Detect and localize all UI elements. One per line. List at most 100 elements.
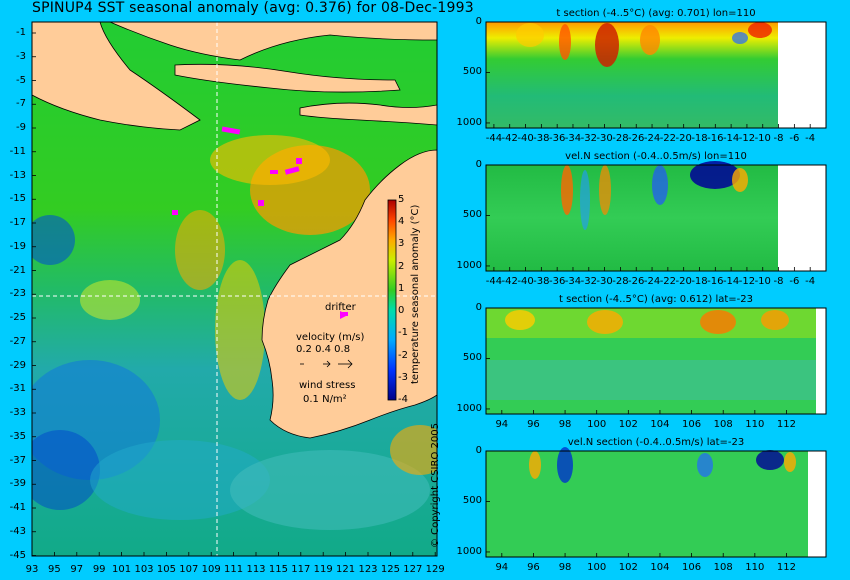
sumatra-land — [32, 22, 201, 131]
depth-tick-label: 1000 — [456, 116, 482, 128]
section-x-tick-label: -34 — [564, 133, 582, 144]
section-x-tick-label: 102 — [618, 562, 638, 573]
depth-tick-label: 500 — [462, 352, 482, 364]
section-x-tick-label: -28 — [612, 133, 629, 144]
drifter-legend-label: drifter — [325, 302, 356, 313]
depth-tick-label: 0 — [475, 16, 482, 27]
lon-tick-label: 125 — [380, 564, 400, 575]
depth-tick-label: 500 — [462, 66, 482, 78]
depth-tick-label: 0 — [475, 302, 482, 313]
lat-tick-label: -11 — [9, 145, 26, 157]
wind-legend-value: 0.1 N/m² — [303, 394, 347, 405]
section-x-tick-label: -6 — [789, 276, 800, 287]
lat-tick-label: -19 — [9, 240, 26, 252]
lon-tick-label: 129 — [425, 564, 445, 575]
lon-tick-label: 93 — [25, 564, 39, 575]
lon-tick-label: 107 — [179, 564, 199, 575]
section-x-tick-label: -6 — [789, 133, 800, 144]
lon-tick-label: 95 — [48, 564, 61, 575]
section-x-tick-label: -14 — [722, 276, 740, 287]
section-x-tick-label: 104 — [650, 419, 670, 430]
colorbar-tick-label: 1 — [398, 282, 405, 294]
section-x-tick-label: -8 — [773, 276, 784, 287]
section-x-tick-label: -44 — [485, 133, 503, 144]
lon-tick-label: 105 — [156, 564, 176, 575]
depth-tick-label: 1000 — [456, 402, 482, 414]
lat-tick-label: -43 — [9, 525, 26, 537]
lon-tick-label: 101 — [112, 564, 132, 575]
java-land — [174, 63, 401, 93]
lat-tick-label: -23 — [9, 288, 26, 300]
section-x-tick-label: 108 — [713, 419, 733, 430]
colorbar-tick-label: -1 — [398, 327, 408, 339]
section-x-tick-label: -18 — [691, 133, 708, 144]
section-title: vel.N section (-0.4..0.5m/s) lon=110 — [565, 151, 747, 162]
section-x-tick-label: -10 — [754, 276, 771, 287]
lon-tick-label: 119 — [313, 564, 333, 575]
section-x-tick-label: -12 — [738, 133, 756, 144]
section-x-tick-label: -32 — [580, 276, 597, 287]
lat-tick-label: -27 — [9, 335, 26, 347]
colorbar-tick-label: 2 — [398, 260, 405, 272]
section-x-tick-label: -20 — [675, 133, 692, 144]
section-x-tick-label: 98 — [558, 562, 572, 573]
section-x-tick-label: 94 — [495, 419, 509, 430]
copyright-notice: © Copyright CSIRO 2005 — [430, 423, 441, 548]
velocity-legend-values: 0.2 0.4 0.8 — [296, 344, 351, 355]
section-x-tick-label: 106 — [682, 419, 702, 430]
section-x-tick-label: -40 — [517, 133, 534, 144]
lat-tick-label: -29 — [9, 359, 26, 371]
lat-tick-label: -7 — [16, 98, 26, 110]
section-x-tick-label: -20 — [675, 276, 692, 287]
section-x-tick-label: -28 — [612, 276, 629, 287]
section-x-tick-label: 94 — [495, 562, 509, 573]
lat-tick-label: -45 — [9, 549, 26, 561]
section-x-tick-label: -26 — [628, 276, 645, 287]
section-title: vel.N section (-0.4..0.5m/s) lat=-23 — [567, 437, 745, 448]
section-x-tick-label: -4 — [805, 276, 816, 287]
section-title: t section (-4..5°C) (avg: 0.701) lon=110 — [556, 8, 756, 19]
colorbar-tick-label: 3 — [398, 238, 405, 250]
section-x-tick-label: 112 — [776, 419, 796, 430]
depth-tick-label: 0 — [475, 159, 482, 170]
lon-tick-label: 111 — [224, 564, 244, 575]
section-x-tick-label: 96 — [527, 419, 540, 430]
lon-tick-label: 97 — [70, 564, 84, 575]
section-x-tick-label: -36 — [548, 276, 566, 287]
lon-tick-label: 117 — [291, 564, 311, 575]
section-x-tick-label: -44 — [485, 276, 503, 287]
lat-tick-label: -31 — [9, 383, 26, 395]
section-x-tick-label: -42 — [501, 276, 518, 287]
section-x-tick-label: -16 — [707, 133, 724, 144]
velocity-legend-title: velocity (m/s) — [296, 332, 365, 343]
wind-legend-title: wind stress — [299, 380, 356, 391]
colorbar-tick-label: -2 — [398, 349, 408, 361]
lon-tick-label: 103 — [134, 564, 154, 575]
section-x-tick-label: 96 — [527, 562, 540, 573]
map-frame — [31, 21, 438, 557]
section-x-tick-label: -40 — [517, 276, 534, 287]
drifter-legend-marker — [340, 311, 348, 319]
depth-tick-label: 500 — [462, 495, 482, 507]
section-x-tick-label: -16 — [707, 276, 724, 287]
lat-tick-label: -5 — [16, 74, 26, 86]
lat-tick-label: -33 — [9, 407, 26, 418]
lon-tick-label: 123 — [358, 564, 378, 575]
lon-tick-label: 99 — [92, 564, 106, 575]
section-x-tick-label: -30 — [596, 133, 613, 144]
lat-tick-label: -25 — [9, 312, 26, 323]
lat-tick-label: -35 — [9, 430, 26, 442]
section-x-tick-label: -14 — [722, 133, 740, 144]
section-x-tick-label: -34 — [564, 276, 582, 287]
page-title: SPINUP4 SST seasonal anomaly (avg: 0.376… — [32, 0, 474, 16]
lat-tick-label: -3 — [16, 50, 26, 62]
section-x-tick-label: -26 — [628, 133, 645, 144]
section-x-tick-label: -30 — [596, 276, 613, 287]
section-title: t section (-4..5°C) (avg: 0.612) lat=-23 — [558, 294, 754, 305]
lat-tick-label: -1 — [16, 27, 26, 38]
section-x-tick-label: 98 — [558, 419, 572, 430]
section-x-tick-label: 108 — [713, 562, 733, 573]
colorbar-tick-label: -3 — [398, 371, 408, 383]
section-x-tick-label: -12 — [738, 276, 756, 287]
